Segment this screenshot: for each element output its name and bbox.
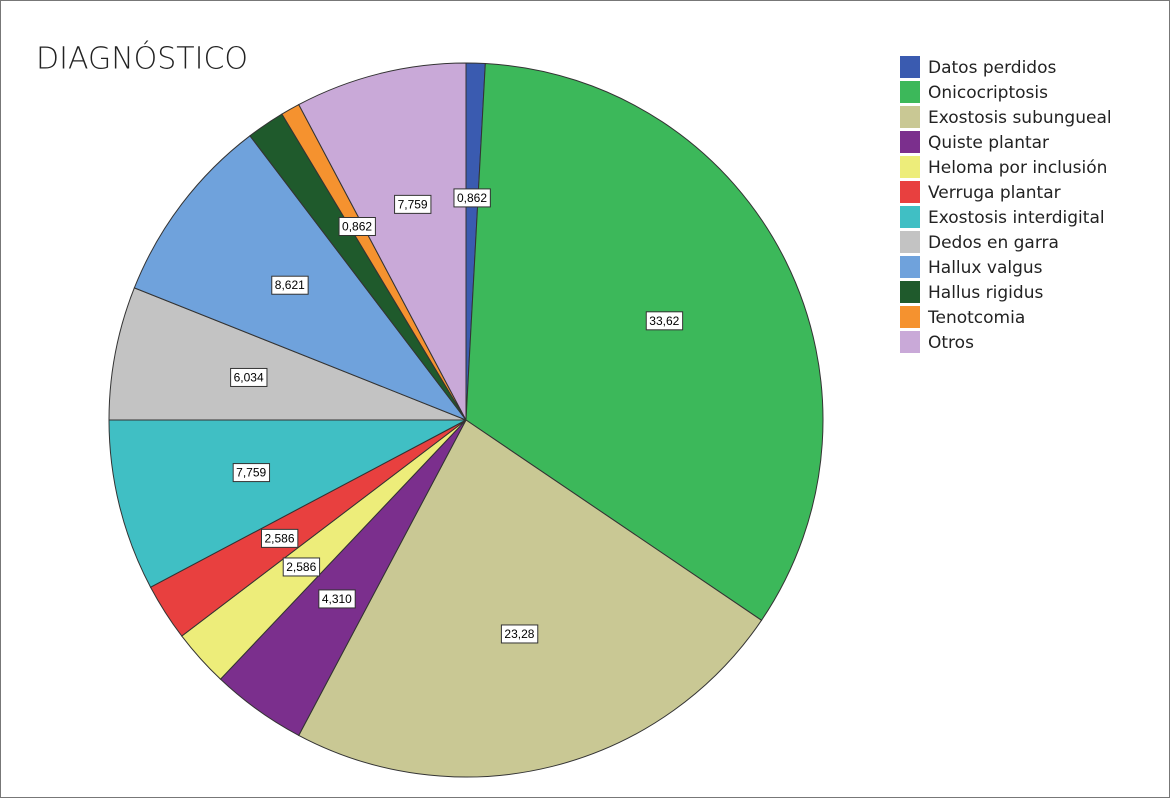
data-label: 0,862 [342,219,372,233]
data-label-box [232,463,271,483]
pie-slice [298,62,467,421]
pie-slice [298,419,763,778]
data-label: 2,586 [286,560,316,574]
legend-swatch [900,81,920,103]
legend-label: Heloma por inclusión [928,158,1107,178]
data-label: 7,759 [236,466,266,480]
legend-swatch [900,256,920,278]
legend-swatch [900,131,920,153]
chart-title: DIAGNÓSTICO [36,40,248,77]
data-label-box [282,557,321,577]
legend-label: Exostosis interdigital [928,208,1105,228]
legend-label: Hallus rigidus [928,283,1043,303]
data-label-box [338,216,376,236]
data-label: 33,62 [649,314,679,328]
pie-slice [108,287,467,421]
legend-label: Tenotcomia [927,308,1025,328]
legend-label: Datos perdidos [928,58,1056,78]
data-label: 0,862 [457,191,487,205]
legend-swatch [900,281,920,303]
legend-label: Dedos en garra [928,233,1059,253]
legend-swatch [900,181,920,203]
data-label-box [394,194,432,214]
data-label: 2,586 [264,531,294,545]
legend-swatch [900,331,920,353]
data-label: 7,759 [398,197,428,211]
legend-label: Quiste plantar [928,133,1049,153]
legend-swatch [900,106,920,128]
data-label-box [260,528,299,548]
legend-label: Verruga plantar [928,183,1061,203]
data-label-box [500,624,539,644]
data-label-box [645,311,684,331]
legend-label: Exostosis subungueal [928,108,1112,128]
data-label: 4,310 [322,592,352,606]
pie-slice [465,62,824,622]
legend-label: Onicocriptosis [928,83,1048,103]
data-label: 23,28 [504,627,534,641]
legend-label: Hallux valgus [928,258,1043,278]
legend-swatch [900,231,920,253]
data-label-box [230,367,268,387]
data-label-box [271,275,309,295]
data-label: 6,034 [234,370,264,384]
legend-swatch [900,56,920,78]
legend-swatch [900,306,920,328]
data-label-box [318,589,356,609]
pie-slice [108,419,467,588]
legend-swatch [900,156,920,178]
data-label: 8,621 [275,278,305,292]
legend-label: Otros [928,333,974,353]
legend-swatch [900,206,920,228]
data-label-box [453,188,491,208]
